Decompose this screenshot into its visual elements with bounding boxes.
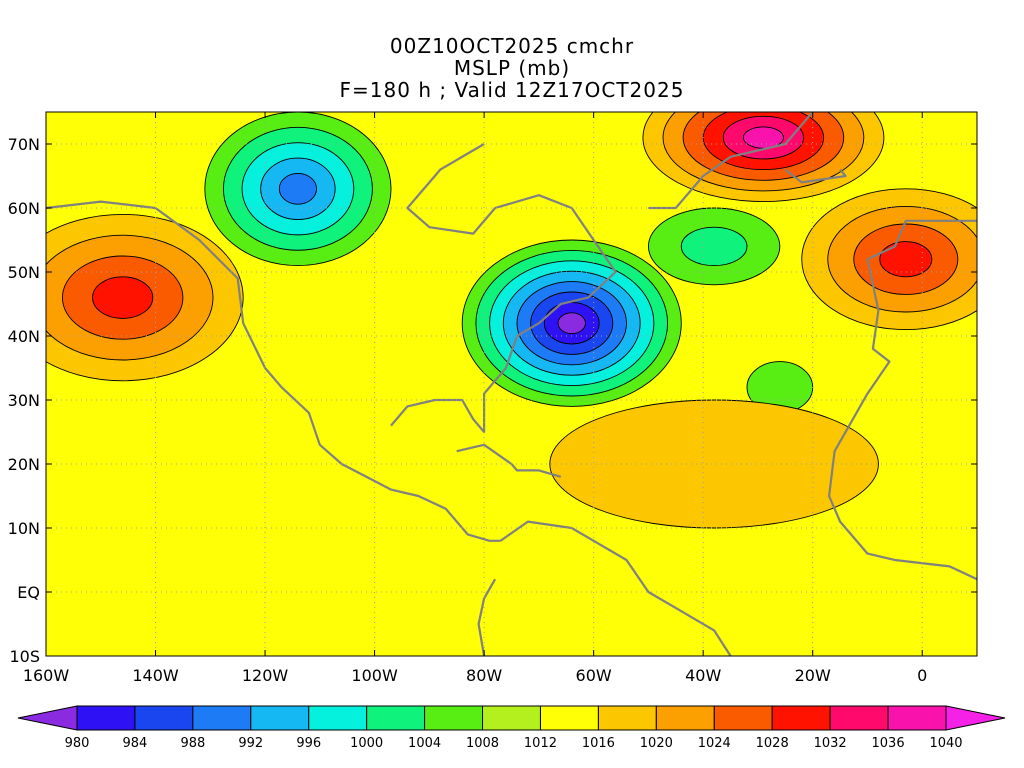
longitude-label: 140W <box>132 666 179 685</box>
chart-title-line-1: 00Z10OCT2025 cmchr <box>389 34 635 58</box>
colorbar-high-arrow <box>945 705 1006 731</box>
colorbar-segment <box>829 705 889 731</box>
longitude-label: 160W <box>23 666 70 685</box>
colorbar-label: 1040 <box>929 736 962 751</box>
colorbar-label: 1008 <box>466 736 499 751</box>
colorbar-label: 1036 <box>872 736 905 751</box>
coastline-layer <box>46 112 977 656</box>
low-pressure-system <box>647 207 781 286</box>
colorbar-segment <box>539 705 599 731</box>
colorbar-label: 1016 <box>582 736 615 751</box>
longitude-label: 100W <box>351 666 398 685</box>
longitude-label: 80W <box>466 666 502 685</box>
longitude-label: 40W <box>685 666 721 685</box>
colorbar-segment <box>597 705 657 731</box>
colorbar-label: 1028 <box>756 736 789 751</box>
latitude-label: 60N <box>8 199 40 218</box>
chart-title-line-2: MSLP (mb) <box>453 56 571 80</box>
colorbar-label: 1012 <box>524 736 557 751</box>
latitude-label: 10N <box>8 519 40 538</box>
longitude-label: 60W <box>576 666 612 685</box>
colorbar-label: 996 <box>296 736 321 751</box>
colorbar-segment <box>76 705 136 731</box>
colorbar-label: 1004 <box>408 736 441 751</box>
colorbar-label: 988 <box>180 736 205 751</box>
high-pressure-system <box>642 112 885 203</box>
longitude-label: 120W <box>242 666 289 685</box>
colorbar-low-arrow <box>17 705 78 731</box>
colorbar-label: 984 <box>123 736 148 751</box>
coastline <box>827 219 977 581</box>
high-pressure-system <box>549 399 879 529</box>
colorbar-label: 1032 <box>814 736 847 751</box>
coastline <box>477 578 497 656</box>
colorbar-segment <box>771 705 831 731</box>
colorbar-segment <box>424 705 484 731</box>
gridlines <box>46 112 977 656</box>
coastline <box>390 143 617 434</box>
coastline <box>784 168 847 184</box>
colorbar-label: 1020 <box>640 736 673 751</box>
latitude-label: EQ <box>17 583 40 602</box>
coastline <box>456 443 562 478</box>
colorbar-segment <box>887 705 947 731</box>
latitude-label: 50N <box>8 263 40 282</box>
low-pressure-system <box>204 112 392 267</box>
longitude-label: 0 <box>917 666 927 685</box>
latitude-label: 70N <box>8 135 40 154</box>
colorbar-segment <box>134 705 194 731</box>
latitude-label: 30N <box>8 391 40 410</box>
latitude-label: 20N <box>8 455 40 474</box>
isobar <box>278 172 317 205</box>
high-pressure-system <box>46 213 244 382</box>
colorbar-segment <box>482 705 541 731</box>
chart-title-line-3: F=180 h ; Valid 12Z17OCT2025 <box>339 78 685 102</box>
isobar <box>680 226 748 267</box>
isobar <box>879 241 933 278</box>
longitude-label: 20W <box>795 666 831 685</box>
axes: 160W 140W 120W 100W 80W 60W 40W 20W 0 70N 60N 50N 40… <box>8 112 977 685</box>
high-pressure-system <box>801 188 977 331</box>
colorbar-segment <box>250 705 310 731</box>
isobar <box>92 276 154 319</box>
colorbar-segment <box>192 705 252 731</box>
colorbar-segment <box>655 705 715 731</box>
latitude-label: 40N <box>8 327 40 346</box>
isobar <box>557 312 586 335</box>
isobar <box>549 399 879 529</box>
colorbar-label: 980 <box>65 736 90 751</box>
colorbar-segment <box>713 705 773 731</box>
low-pressure-system <box>461 239 682 407</box>
map-frame <box>45 111 978 657</box>
latitude-label: 10S <box>9 647 40 666</box>
coastline <box>499 520 732 656</box>
colorbar-label: 1024 <box>698 736 731 751</box>
colorbar-label: 1000 <box>350 736 383 751</box>
colorbar-segment <box>366 705 426 731</box>
colorbar-segment <box>308 705 368 731</box>
colorbar-label: 992 <box>238 736 263 751</box>
coastline <box>46 200 501 542</box>
colorbar: 980 984 988 992 996 1000 1004 1008 1012 1016 1020 1… <box>17 705 1006 751</box>
